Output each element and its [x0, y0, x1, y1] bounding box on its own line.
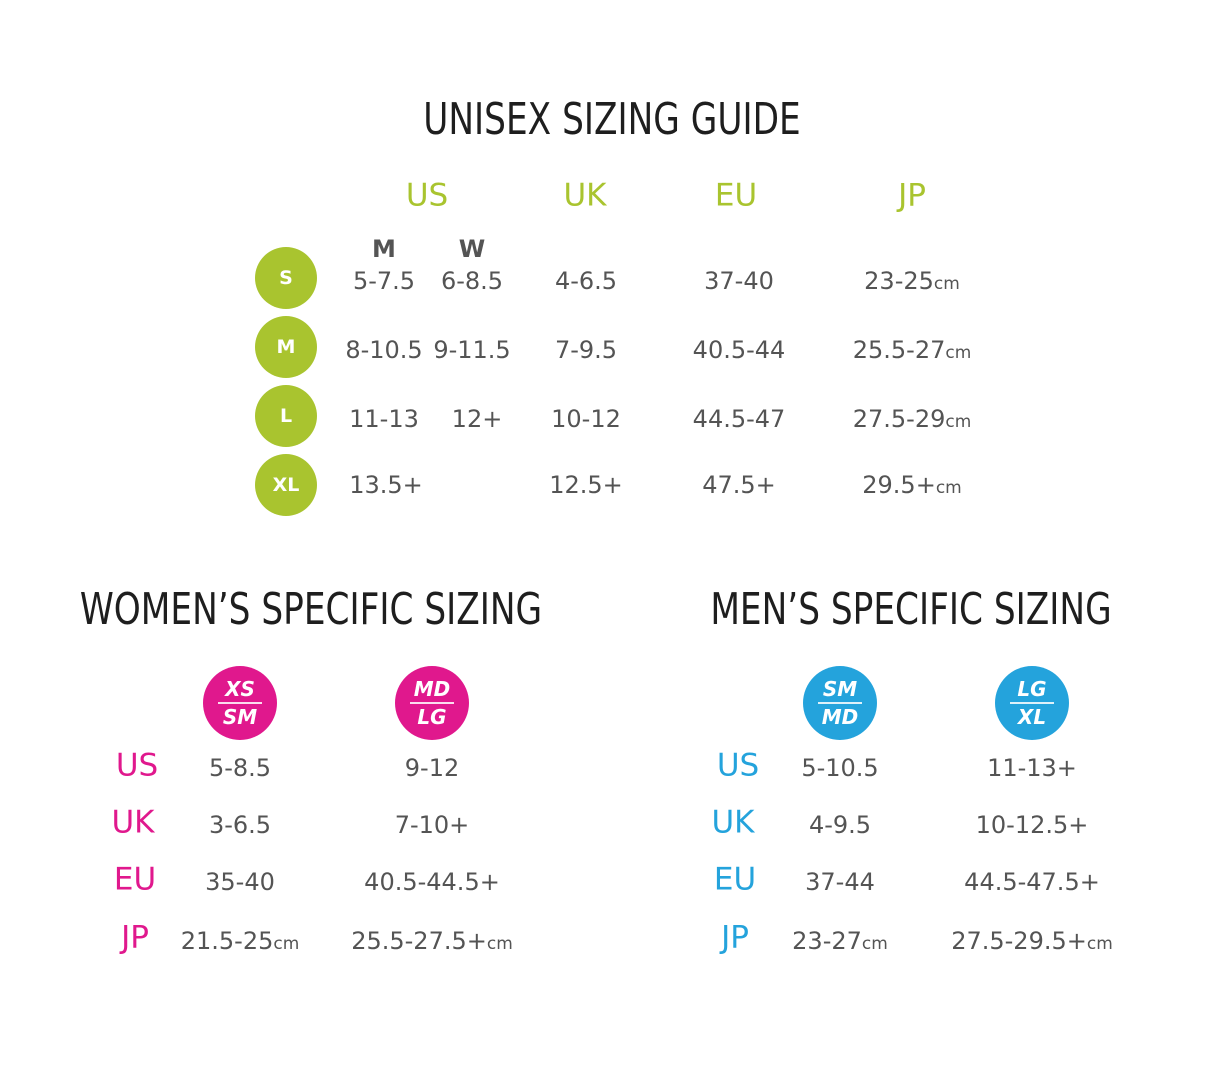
unisex-title: UNISEX SIZING GUIDE: [423, 94, 801, 145]
womens-uk-c2: 7-10+: [394, 811, 470, 839]
unisex-m-us-w: 9-11.5: [433, 336, 511, 364]
unisex-xl-uk: 12.5+: [549, 471, 623, 499]
womens-us-c2: 9-12: [404, 754, 460, 782]
unisex-l-us-w: 12+: [451, 405, 503, 433]
mens-size-sm-md-badge: SM MD: [803, 666, 877, 740]
unisex-l-us-m: 11-13: [349, 405, 419, 433]
size-badge-s: S: [255, 247, 317, 309]
unisex-m-jp: 25.5-27cm: [852, 336, 972, 364]
womens-jp-c1: 21.5-25cm: [180, 927, 300, 955]
unisex-xl-us-m: 13.5+: [349, 471, 423, 499]
mens-eu-c2: 44.5-47.5+: [964, 868, 1100, 896]
mens-label-uk: UK: [711, 804, 755, 841]
unisex-header-us: US: [405, 177, 449, 214]
womens-jp-c2: 25.5-27.5+cm: [351, 927, 513, 955]
mens-label-us: US: [716, 747, 760, 784]
unisex-header-jp: JP: [898, 177, 926, 214]
mens-jp-c2: 27.5-29.5+cm: [951, 927, 1113, 955]
womens-eu-c2: 40.5-44.5+: [364, 868, 500, 896]
womens-title: WOMEN’S SPECIFIC SIZING: [79, 584, 543, 635]
size-badge-xl: XL: [255, 454, 317, 516]
mens-title: MEN’S SPECIFIC SIZING: [710, 584, 1112, 635]
unisex-s-eu: 37-40: [704, 267, 774, 295]
unisex-l-uk: 10-12: [551, 405, 621, 433]
womens-label-jp: JP: [121, 919, 149, 956]
mens-jp-c1: 23-27cm: [792, 927, 888, 955]
unisex-m-us-m: 8-10.5: [345, 336, 423, 364]
womens-size-md-lg-badge: MD LG: [395, 666, 469, 740]
womens-uk-c1: 3-6.5: [208, 811, 272, 839]
unisex-m-uk: 7-9.5: [554, 336, 618, 364]
womens-us-c1: 5-8.5: [208, 754, 272, 782]
mens-uk-c2: 10-12.5+: [975, 811, 1089, 839]
unisex-subheader-w: W: [458, 235, 486, 263]
womens-label-eu: EU: [113, 861, 157, 898]
mens-eu-c1: 37-44: [805, 868, 875, 896]
unisex-header-eu: EU: [714, 177, 758, 214]
unisex-s-uk: 4-6.5: [554, 267, 618, 295]
womens-size-xs-sm-badge: XS SM: [203, 666, 277, 740]
unisex-subheader-m: M: [372, 235, 396, 263]
mens-us-c2: 11-13+: [987, 754, 1077, 782]
unisex-m-eu: 40.5-44: [692, 336, 786, 364]
unisex-xl-jp: 29.5+cm: [862, 471, 962, 499]
unisex-s-us-w: 6-8.5: [440, 267, 504, 295]
mens-uk-c1: 4-9.5: [808, 811, 872, 839]
unisex-l-eu: 44.5-47: [692, 405, 786, 433]
unisex-xl-eu: 47.5+: [702, 471, 776, 499]
unisex-l-jp: 27.5-29cm: [852, 405, 972, 433]
unisex-s-jp: 23-25cm: [864, 267, 960, 295]
womens-label-uk: UK: [111, 804, 155, 841]
size-badge-l: L: [255, 385, 317, 447]
unisex-s-us-m: 5-7.5: [352, 267, 416, 295]
mens-us-c1: 5-10.5: [801, 754, 879, 782]
mens-label-eu: EU: [713, 861, 757, 898]
womens-eu-c1: 35-40: [205, 868, 275, 896]
mens-size-lg-xl-badge: LG XL: [995, 666, 1069, 740]
size-badge-m: M: [255, 316, 317, 378]
mens-label-jp: JP: [721, 919, 749, 956]
unisex-header-uk: UK: [563, 177, 607, 214]
womens-label-us: US: [115, 747, 159, 784]
